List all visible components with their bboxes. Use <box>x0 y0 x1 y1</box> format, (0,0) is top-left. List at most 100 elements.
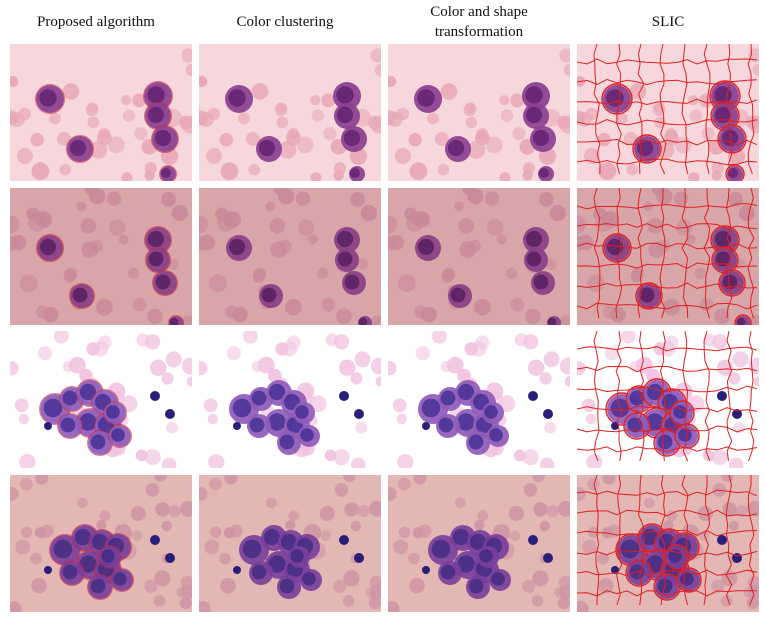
micrograph-sample-4-color-clustering <box>199 475 381 612</box>
red-blood-cell <box>35 211 52 228</box>
red-blood-cell <box>77 497 88 509</box>
lymphocyte <box>422 422 430 430</box>
red-blood-cell <box>454 201 465 212</box>
red-blood-cell <box>397 274 416 293</box>
red-blood-cell <box>59 163 72 176</box>
stained-cell <box>531 271 555 295</box>
red-blood-cell <box>398 477 411 491</box>
red-blood-cell <box>753 376 759 387</box>
micrograph-sample-2-color-clustering <box>199 188 381 325</box>
red-blood-cell <box>559 315 570 325</box>
red-blood-cell <box>533 502 548 517</box>
red-blood-cell <box>496 234 507 245</box>
red-blood-cell <box>89 141 108 159</box>
red-blood-cell <box>437 163 450 176</box>
red-blood-cell <box>208 274 227 293</box>
red-blood-cell <box>79 368 93 383</box>
red-blood-cell <box>577 234 594 251</box>
red-blood-cell <box>298 219 315 236</box>
red-blood-cell <box>63 270 76 283</box>
red-blood-cell <box>427 112 439 125</box>
red-blood-cell <box>343 475 356 482</box>
red-blood-cell <box>53 331 69 344</box>
red-blood-cell <box>278 141 297 159</box>
red-blood-cell <box>735 505 748 518</box>
red-blood-cell <box>630 270 643 283</box>
red-blood-cell <box>238 112 250 125</box>
red-blood-cell <box>360 205 377 222</box>
stained-cell <box>103 401 127 425</box>
column-header-color-shape: Color and shape transformation <box>388 0 570 44</box>
red-blood-cell <box>165 351 182 368</box>
red-blood-cell <box>648 241 665 258</box>
red-blood-cell <box>81 241 98 258</box>
red-blood-cell <box>248 163 261 176</box>
red-blood-cell <box>343 570 360 587</box>
stained-cell <box>341 126 367 152</box>
red-blood-cell <box>199 601 211 612</box>
red-blood-cell <box>180 575 192 590</box>
red-blood-cell <box>333 449 350 466</box>
red-blood-cell <box>106 191 122 206</box>
stained-cell <box>669 400 695 426</box>
column-header-proposed: Proposed algorithm <box>10 0 182 44</box>
red-blood-cell <box>525 308 541 325</box>
stained-cell <box>145 247 171 273</box>
red-blood-cell <box>539 520 550 532</box>
red-blood-cell <box>85 103 99 117</box>
red-blood-cell <box>522 162 535 175</box>
red-blood-cell <box>16 148 33 164</box>
red-blood-cell <box>545 258 557 270</box>
red-blood-cell <box>349 147 368 165</box>
red-blood-cell <box>727 147 746 165</box>
red-blood-cell <box>30 552 42 565</box>
red-blood-cell <box>334 483 349 497</box>
red-blood-cell <box>179 597 192 610</box>
red-blood-cell <box>506 267 518 279</box>
tile-sample-3-proposed <box>10 331 192 468</box>
red-blood-cell <box>147 308 163 325</box>
tile-sample-3-slic <box>577 331 759 468</box>
red-blood-cell <box>204 539 220 555</box>
red-blood-cell <box>531 595 544 607</box>
stained-cell <box>333 82 361 110</box>
red-blood-cell <box>219 133 233 147</box>
red-blood-cell <box>310 95 321 106</box>
red-blood-cell <box>532 475 545 482</box>
stained-cell <box>718 269 746 297</box>
red-blood-cell <box>207 413 218 425</box>
red-blood-cell <box>270 241 287 258</box>
red-blood-cell <box>307 234 318 245</box>
red-blood-cell <box>161 520 172 532</box>
lymphocyte <box>422 566 430 574</box>
red-blood-cell <box>136 333 150 347</box>
red-blood-cell <box>508 506 524 521</box>
tile-sample-1-color-clustering <box>199 44 381 181</box>
red-blood-cell <box>644 497 655 509</box>
micrograph-sample-3-proposed <box>10 331 192 468</box>
red-blood-cell <box>513 449 526 462</box>
red-blood-cell <box>368 597 381 610</box>
tile-sample-4-proposed <box>10 475 192 612</box>
tile-sample-4-slic <box>577 475 759 612</box>
stained-cell <box>57 413 83 439</box>
red-blood-cell <box>309 395 327 413</box>
red-blood-cell <box>597 133 611 147</box>
red-blood-cell <box>392 398 407 413</box>
red-blood-cell <box>711 162 724 175</box>
stained-cell <box>342 271 366 295</box>
red-blood-cell <box>226 346 241 361</box>
red-blood-cell <box>577 215 587 234</box>
stained-cell <box>710 101 740 131</box>
red-blood-cell <box>10 487 19 501</box>
stained-cell <box>523 103 549 129</box>
stained-cell <box>709 80 741 112</box>
stained-cell <box>108 424 132 448</box>
tile-sample-3-color-clustering <box>199 331 381 468</box>
stained-cell <box>143 81 173 111</box>
red-blood-cell <box>181 48 192 63</box>
stained-cell <box>225 85 253 113</box>
tile-sample-4-color-shape <box>388 475 570 612</box>
red-blood-cell <box>369 501 381 517</box>
red-blood-cell <box>440 83 458 100</box>
